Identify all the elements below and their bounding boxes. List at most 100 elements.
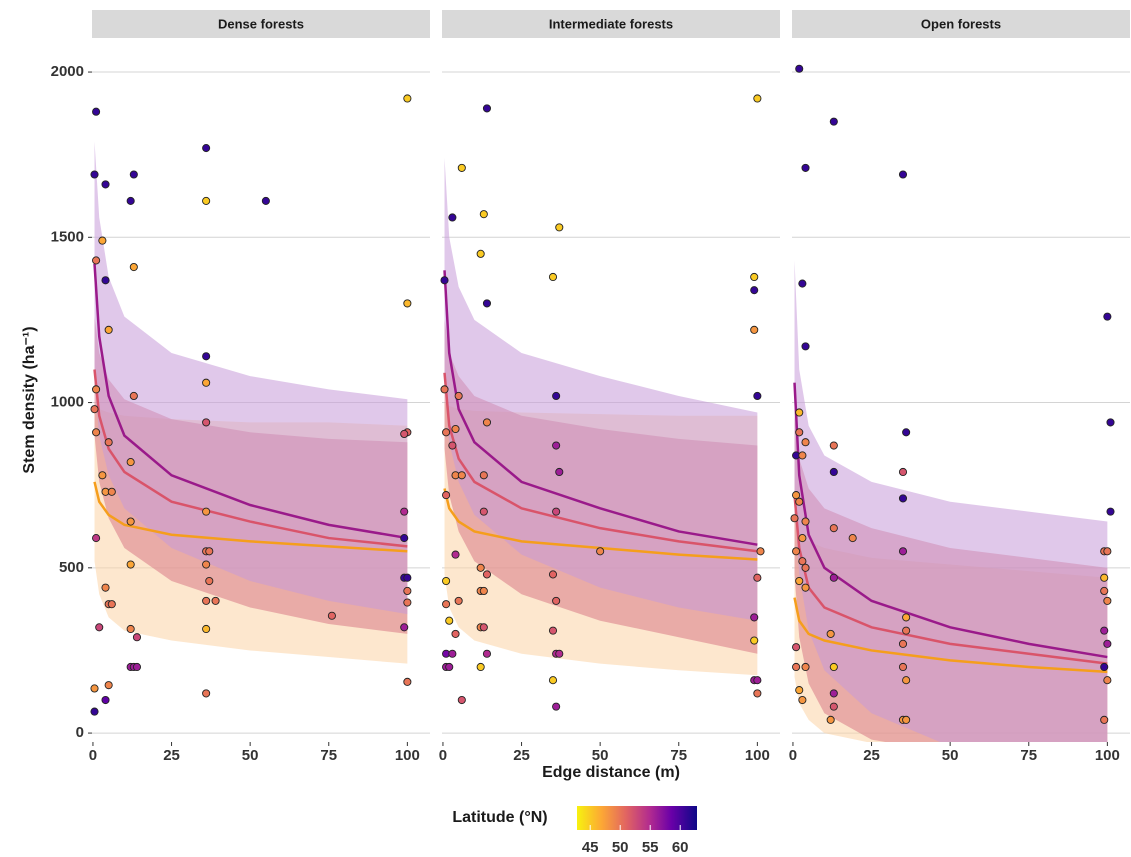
fit-line [793,382,1108,659]
data-point [548,272,558,282]
data-point [1103,547,1112,556]
fit-line [93,369,408,548]
data-point [898,467,908,477]
data-point [202,144,211,153]
confidence-ribbon [94,141,408,615]
data-point [476,563,485,572]
fit-line [93,481,408,553]
data-point [202,689,211,698]
data-point [750,325,759,334]
data-point [403,586,412,596]
y-tick-label: 1500 [51,228,84,245]
data-point [476,662,485,672]
data-point [92,385,101,394]
x-tick-label: 75 [1020,747,1037,764]
data-point [448,441,457,450]
data-point [211,596,220,605]
data-point [202,624,211,634]
data-point [798,451,807,460]
y-tick-label: 0 [76,724,84,741]
data-point [479,507,488,516]
data-point [98,471,107,480]
colorbar [577,806,697,830]
facet-plot [793,260,1108,742]
data-point [753,573,762,582]
facet-title: Intermediate forests [549,16,673,31]
data-point [400,507,409,516]
data-point [104,325,113,334]
x-tick-label: 50 [242,747,259,764]
data-point [1106,418,1115,427]
data-point [448,213,457,222]
data-point [101,276,110,285]
data-point [92,428,101,437]
data-point [440,385,449,394]
data-point [898,639,908,648]
data-point [400,534,409,543]
data-point [750,272,759,282]
data-point [457,163,466,172]
data-point [829,662,838,672]
data-point [750,286,759,295]
facet-strip [442,10,780,38]
data-point [826,629,835,638]
data-point [442,428,451,437]
data-point [479,586,488,596]
data-point [548,676,558,685]
facet-plot [93,141,408,664]
x-tick-label: 25 [863,747,880,764]
data-point [479,471,488,480]
data-point [902,626,911,635]
facet-strip [792,10,1130,38]
y-tick-label: 500 [59,559,84,576]
data-point [442,491,451,500]
data-point [90,405,99,414]
data-point [753,676,762,685]
data-point [205,547,214,556]
data-point [403,94,412,103]
data-point [202,196,211,205]
x-tick-label: 0 [89,747,97,764]
y-axis-title: Stem density (ha⁻¹) [21,326,38,473]
data-point [795,686,804,695]
data-point [798,695,807,705]
data-point [101,695,110,705]
data-point [403,299,412,308]
data-point [98,236,107,245]
data-point [902,715,911,724]
y-tick-label: 2000 [51,63,84,80]
data-point [448,649,457,658]
data-point [798,534,807,543]
data-point [92,107,101,116]
data-point [107,487,116,496]
x-tick-label: 50 [942,747,959,764]
confidence-ribbon [794,260,1108,742]
data-point [454,391,463,400]
data-point [101,583,110,592]
data-point [451,550,460,559]
data-point [898,662,908,672]
data-point [902,428,911,437]
facet-title: Dense forests [218,16,304,31]
data-point [126,517,135,526]
data-point [457,471,466,480]
data-point [92,534,101,543]
fit-line [793,494,1108,665]
data-point [482,104,492,113]
data-point [795,428,804,437]
data-point [126,624,135,634]
data-point [798,279,807,288]
data-point [829,467,838,477]
data-point [400,429,409,439]
data-point [753,689,762,698]
x-tick-label: 100 [1095,747,1120,764]
data-point [898,547,908,556]
data-point [795,576,804,586]
data-point [457,695,466,705]
data-point [801,563,810,572]
data-point [801,438,810,447]
data-point [1103,596,1112,605]
data-point [101,180,110,189]
data-point [90,707,99,716]
